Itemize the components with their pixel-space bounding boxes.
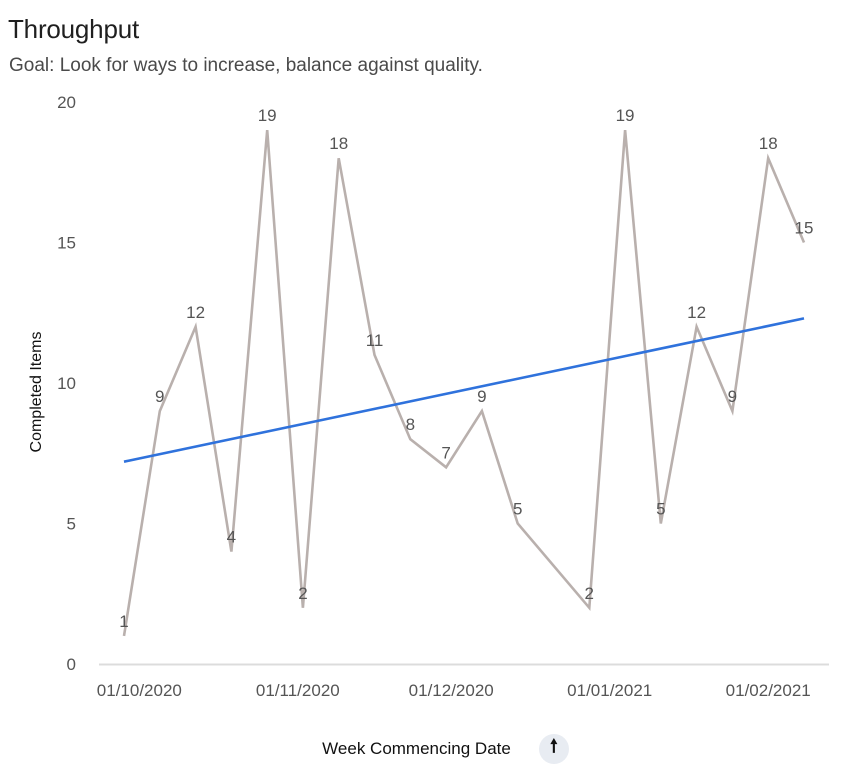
y-tick-label: 20 — [57, 93, 76, 112]
data-label: 4 — [227, 528, 236, 547]
series-layer — [122, 129, 806, 637]
x-tick-label: 01/11/2020 — [256, 681, 340, 700]
x-axis-label: Week Commencing Date — [322, 739, 511, 758]
x-tick-label: 01/02/2021 — [726, 681, 811, 700]
data-label: 7 — [441, 443, 450, 462]
data-label: 18 — [329, 134, 348, 153]
data-label: 5 — [513, 500, 522, 519]
arrow-up-icon: 🠕 — [549, 736, 558, 757]
data-label: 12 — [186, 303, 205, 322]
chart-subtitle: Goal: Look for ways to increase, balance… — [9, 55, 483, 76]
throughput-series-line — [122, 129, 806, 637]
data-label: 2 — [298, 584, 307, 603]
y-tick-label: 10 — [57, 374, 76, 393]
y-tick-label: 0 — [67, 655, 76, 674]
data-label: 8 — [406, 415, 415, 434]
x-tick-label: 01/10/2020 — [97, 681, 182, 700]
y-axis-label: Completed Items — [28, 332, 45, 453]
trend-line — [123, 317, 805, 463]
data-label: 9 — [155, 387, 164, 406]
x-axis-ticks: 01/10/2020 01/11/2020 01/12/2020 01/01/2021… — [97, 681, 811, 700]
data-label: 1 — [119, 612, 128, 631]
data-label: 19 — [258, 106, 277, 125]
chart-title: Throughput — [8, 14, 139, 44]
y-tick-label: 15 — [57, 234, 76, 253]
sort-button[interactable]: 🠕 — [538, 734, 569, 764]
data-label: 18 — [759, 134, 778, 153]
data-label: 19 — [616, 106, 635, 125]
y-axis-ticks: 0 5 10 15 20 — [57, 93, 76, 674]
data-label: 5 — [656, 500, 665, 519]
x-tick-label: 01/12/2020 — [409, 681, 494, 700]
data-label: 11 — [366, 331, 384, 350]
x-axis-footer: Week Commencing Date 🠕 — [0, 734, 843, 764]
data-label: 15 — [795, 219, 814, 238]
y-tick-label: 5 — [67, 515, 76, 534]
data-label: 9 — [477, 387, 486, 406]
data-label: 9 — [728, 387, 737, 406]
x-tick-label: 01/01/2021 — [567, 681, 652, 700]
data-label: 12 — [687, 303, 706, 322]
data-label: 2 — [585, 584, 594, 603]
